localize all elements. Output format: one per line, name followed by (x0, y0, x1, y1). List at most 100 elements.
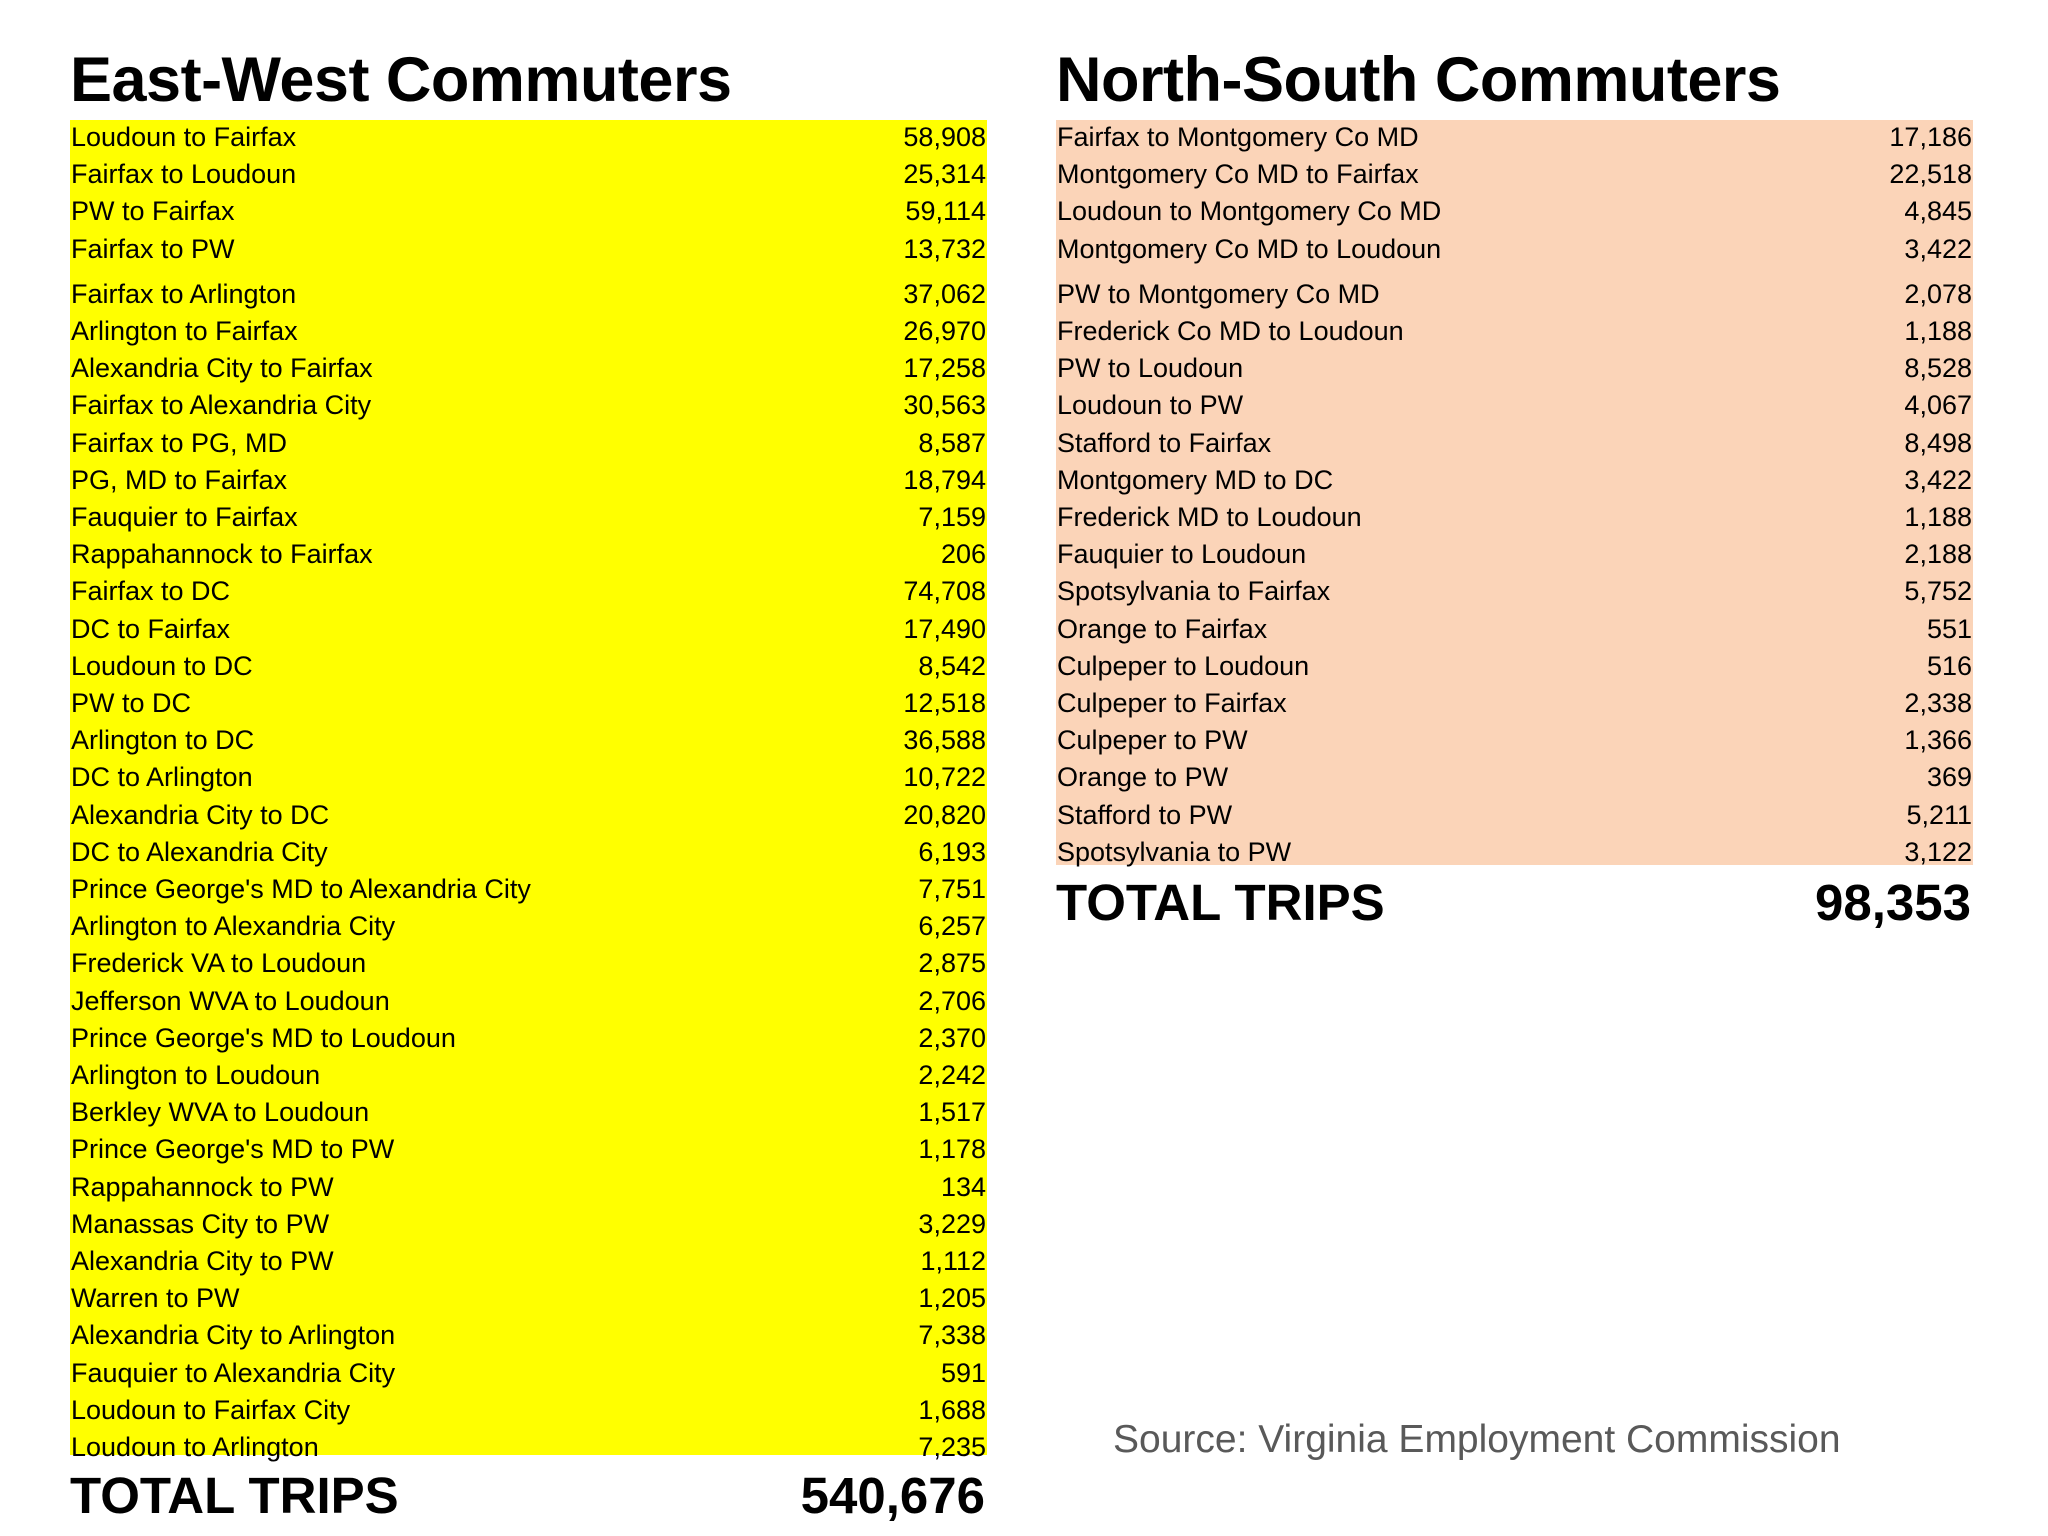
table-row: Frederick VA to Loudoun 2,875 (70, 945, 987, 982)
row-label: Loudoun to Fairfax City (71, 1394, 351, 1425)
row-value: 2,370 (918, 1022, 986, 1053)
row-label: Orange to PW (1057, 762, 1229, 793)
table-row: Warren to PW 1,205 (70, 1280, 987, 1317)
row-value: 8,498 (1904, 427, 1972, 458)
row-value: 6,257 (918, 911, 986, 942)
table-row: Orange to Fairfax 551 (1056, 611, 1973, 648)
row-value: 3,122 (1904, 836, 1972, 867)
row-label: Loudoun to Montgomery Co MD (1057, 196, 1442, 227)
east-west-table: Loudoun to Fairfax 58,908 Fairfax to Loudo… (70, 119, 987, 1462)
north-south-title: North-South Commuters (1056, 45, 1781, 115)
table-row: Culpeper to Loudoun 516 (1056, 648, 1973, 685)
north-south-total-row: TOTAL TRIPS 98,353 (1056, 873, 1973, 933)
north-south-total-value: 98,353 (1815, 874, 1971, 931)
row-label: Fairfax to Loudoun (71, 159, 297, 190)
row-label: Orange to Fairfax (1057, 613, 1268, 644)
row-label: Loudoun to DC (71, 650, 253, 681)
row-label: Fauquier to Fairfax (71, 502, 298, 532)
row-value: 8,587 (918, 427, 986, 458)
row-label: Prince George's MD to Alexandria City (71, 874, 531, 904)
row-value: 17,258 (903, 353, 986, 384)
row-value: 2,188 (1904, 539, 1972, 570)
row-value: 1,205 (918, 1283, 986, 1314)
row-label: Loudoun to Arlington (71, 1432, 319, 1462)
table-row: Fairfax to Loudoun 25,314 (70, 156, 987, 193)
table-row: PW to Fairfax 59,114 (70, 193, 987, 230)
table-row: Fairfax to Montgomery Co MD 17,186 (1056, 119, 1973, 156)
table-row: Montgomery Co MD to Fairfax 22,518 (1056, 156, 1973, 193)
row-label: PG, MD to Fairfax (71, 464, 288, 495)
north-south-table: Fairfax to Montgomery Co MD 17,186 Montgom… (1056, 119, 1973, 867)
row-value: 7,338 (918, 1320, 986, 1351)
row-label: PW to Montgomery Co MD (1057, 278, 1380, 309)
row-label: Fauquier to Loudoun (1057, 539, 1307, 570)
table-row: DC to Arlington 10,722 (70, 759, 987, 796)
row-label: Frederick VA to Loudoun (71, 948, 367, 979)
row-label: Culpeper to Loudoun (1057, 650, 1310, 681)
row-value: 591 (940, 1357, 986, 1388)
row-value: 17,490 (903, 613, 986, 644)
row-label: Berkley WVA to Loudoun (71, 1097, 370, 1128)
row-value: 37,062 (903, 278, 986, 309)
table-row: Fairfax to Arlington 37,062 (70, 276, 987, 313)
table-row: Stafford to PW 5,211 (1056, 797, 1973, 834)
table-row: DC to Fairfax 17,490 (70, 611, 987, 648)
row-label: Fairfax to DC (71, 576, 231, 607)
row-value: 2,706 (918, 985, 986, 1016)
source-note: Source: Virginia Employment Commission (1113, 1418, 1841, 1461)
row-value: 516 (1926, 650, 1972, 681)
table-row: Alexandria City to Fairfax 17,258 (70, 350, 987, 387)
table-row: Jefferson WVA to Loudoun 2,706 (70, 983, 987, 1020)
table-row: Prince George's MD to PW 1,178 (70, 1131, 987, 1168)
row-value: 206 (940, 539, 986, 570)
table-row: Rappahannock to PW 134 (70, 1169, 987, 1206)
table-row: Fairfax to PG, MD 8,587 (70, 425, 987, 462)
row-value: 58,908 (903, 122, 986, 152)
row-label: Montgomery Co MD to Loudoun (1057, 233, 1442, 264)
north-south-total-label: TOTAL TRIPS (1056, 874, 1385, 931)
row-value: 1,366 (1904, 725, 1972, 756)
row-label: Arlington to Loudoun (71, 1060, 321, 1090)
table-row: Loudoun to PW 4,067 (1056, 387, 1973, 424)
row-value: 2,338 (1904, 688, 1972, 718)
table-row: Frederick Co MD to Loudoun 1,188 (1056, 313, 1973, 350)
row-value: 1,688 (918, 1394, 986, 1425)
row-value: 1,188 (1904, 316, 1972, 346)
row-value: 3,422 (1904, 464, 1972, 495)
row-value: 10,722 (903, 762, 986, 793)
row-label: Prince George's MD to PW (71, 1134, 395, 1165)
row-label: Alexandria City to Fairfax (71, 353, 373, 384)
table-row: PW to DC 12,518 (70, 685, 987, 722)
row-value: 551 (1926, 613, 1972, 644)
table-row: Loudoun to DC 8,542 (70, 648, 987, 685)
row-label: DC to Arlington (71, 762, 253, 793)
row-label: Alexandria City to Arlington (71, 1320, 396, 1351)
row-value: 17,186 (1889, 122, 1972, 152)
row-label: Rappahannock to Fairfax (71, 539, 373, 570)
table-row: Loudoun to Fairfax 58,908 (70, 119, 987, 156)
row-label: Spotsylvania to Fairfax (1057, 576, 1331, 607)
table-row: Loudoun to Fairfax City 1,688 (70, 1392, 987, 1429)
row-value: 1,188 (1904, 502, 1972, 532)
row-value: 1,178 (918, 1134, 986, 1165)
table-row: Culpeper to Fairfax 2,338 (1056, 685, 1973, 722)
row-value: 22,518 (1889, 159, 1972, 190)
table-row: Fauquier to Loudoun 2,188 (1056, 536, 1973, 573)
row-value: 2,875 (918, 948, 986, 979)
table-row: PW to Montgomery Co MD 2,078 (1056, 276, 1973, 313)
table-row: Fairfax to Alexandria City 30,563 (70, 387, 987, 424)
east-west-total-label: TOTAL TRIPS (70, 1467, 399, 1524)
row-label: Stafford to PW (1057, 799, 1233, 830)
row-value: 5,211 (1906, 799, 1972, 830)
table-row: Arlington to Fairfax 26,970 (70, 313, 987, 350)
row-label: Fairfax to Alexandria City (71, 390, 372, 421)
row-label: Culpeper to Fairfax (1057, 688, 1287, 718)
row-value: 134 (940, 1171, 986, 1202)
row-label: DC to Fairfax (71, 613, 231, 644)
row-label: Alexandria City to PW (71, 1246, 334, 1276)
row-value: 7,751 (918, 874, 986, 904)
row-label: Frederick Co MD to Loudoun (1057, 316, 1404, 346)
row-label: Arlington to Fairfax (71, 316, 298, 346)
row-value: 4,067 (1904, 390, 1972, 421)
row-label: Loudoun to PW (1057, 390, 1244, 421)
